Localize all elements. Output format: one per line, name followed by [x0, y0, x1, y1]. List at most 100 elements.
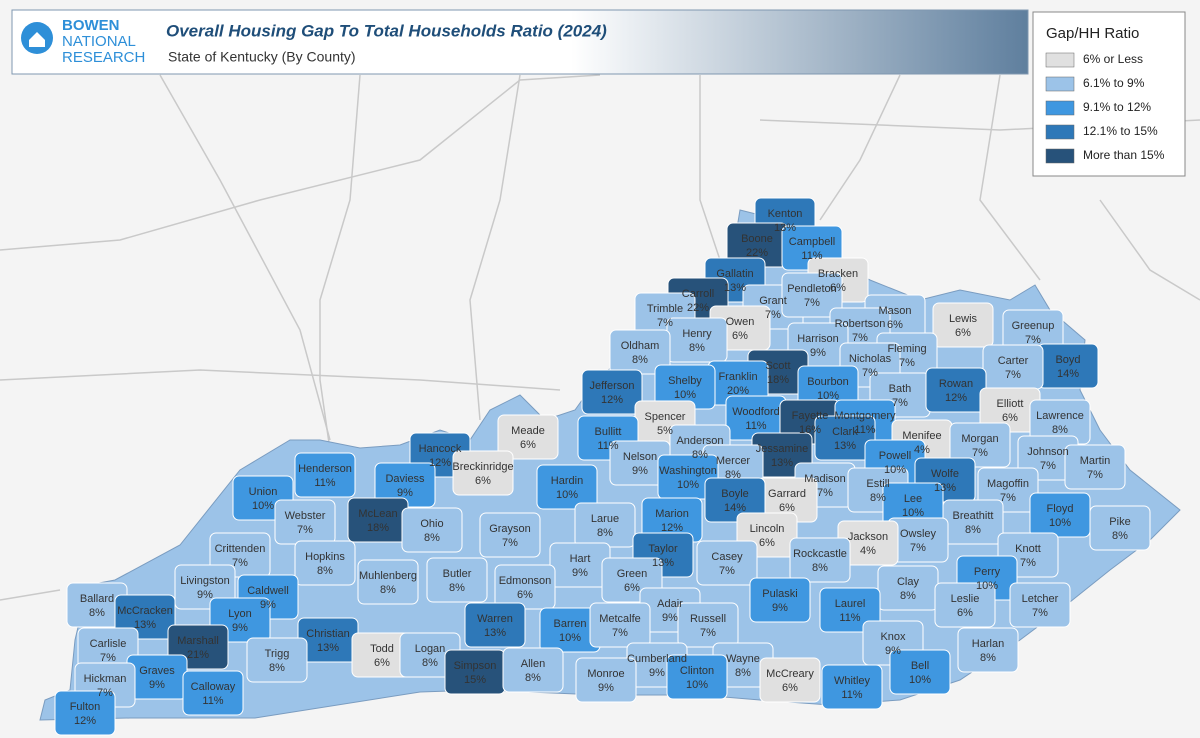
- county-value: 8%: [1052, 424, 1068, 436]
- county-value: 7%: [719, 565, 735, 577]
- county-value: 8%: [870, 492, 886, 504]
- county-value: 16%: [799, 424, 821, 436]
- county: [294, 452, 356, 498]
- county-name: McCracken: [117, 605, 173, 617]
- county-value: 6%: [957, 607, 973, 619]
- county: [1064, 444, 1126, 490]
- legend-box: [1032, 11, 1186, 177]
- county-value: 8%: [725, 469, 741, 481]
- county-value: 13%: [774, 222, 796, 234]
- county-value: 13%: [724, 282, 746, 294]
- county-name: Bullitt: [595, 426, 622, 438]
- county-name: Clark: [832, 426, 858, 438]
- county-name: Pulaski: [762, 588, 797, 600]
- county: [1009, 582, 1071, 628]
- counties: [54, 197, 1151, 736]
- county-name: Hart: [570, 553, 591, 565]
- county-value: 12%: [601, 394, 623, 406]
- county-name: Simpson: [454, 660, 497, 672]
- county-name: Lincoln: [750, 523, 785, 535]
- county-value: 10%: [674, 389, 696, 401]
- county: [182, 670, 244, 716]
- county-name: Bath: [889, 383, 912, 395]
- county-name: Hopkins: [305, 551, 345, 563]
- county-value: 6%: [759, 537, 775, 549]
- county: [479, 512, 541, 558]
- county: [126, 654, 188, 700]
- county-name: Pike: [1109, 516, 1130, 528]
- county-name: Anderson: [676, 435, 723, 447]
- county-name: Ballard: [80, 593, 114, 605]
- county-value: 6%: [830, 282, 846, 294]
- legend-swatch: [1045, 76, 1075, 92]
- legend-swatch: [1045, 124, 1075, 140]
- county: [957, 627, 1019, 673]
- county-value: 11%: [202, 695, 223, 707]
- county-value: 8%: [900, 590, 916, 602]
- county-value: 8%: [692, 449, 708, 461]
- county-name: Crittenden: [215, 543, 266, 555]
- county: [949, 422, 1011, 468]
- county-value: 10%: [252, 500, 274, 512]
- county: [759, 657, 821, 703]
- county: [426, 557, 488, 603]
- county: [294, 540, 356, 586]
- county-name: Lawrence: [1036, 410, 1084, 422]
- county-name: Nelson: [623, 451, 657, 463]
- county-value: 8%: [422, 657, 438, 669]
- county: [934, 582, 996, 628]
- legend: Gap/HH Ratio 6% or Less 6.1% to 9% 9.1% to…: [1032, 11, 1186, 177]
- county-labels: Kenton13%Boone22%Campbell11%Gallatin13%B…: [70, 208, 1131, 727]
- county-name: Harrison: [797, 333, 839, 345]
- county-name: Marshall: [177, 635, 219, 647]
- county-value: 9%: [885, 645, 901, 657]
- county-name: Warren: [477, 613, 513, 625]
- county-name: Oldham: [621, 340, 660, 352]
- county: [666, 317, 728, 363]
- county-name: Rockcastle: [793, 548, 847, 560]
- county-name: Clay: [897, 576, 920, 588]
- county-name: Larue: [591, 513, 619, 525]
- county-value: 9%: [572, 567, 588, 579]
- county-name: Greenup: [1012, 320, 1055, 332]
- county-name: Campbell: [789, 236, 835, 248]
- county-name: Marion: [655, 508, 689, 520]
- county-value: 7%: [1005, 369, 1021, 381]
- county: [942, 499, 1004, 545]
- county-value: 7%: [972, 447, 988, 459]
- legend-title: Gap/HH Ratio: [1046, 25, 1139, 42]
- county-name: Daviess: [385, 473, 425, 485]
- county-value: 9%: [397, 487, 413, 499]
- county-value: 11%: [841, 689, 862, 701]
- county: [536, 464, 598, 510]
- county-name: Bracken: [818, 268, 858, 280]
- county-value: 8%: [965, 524, 981, 536]
- county-value: 10%: [559, 632, 581, 644]
- county: [781, 272, 843, 318]
- county-name: Wayne: [726, 653, 760, 665]
- county-name: Muhlenberg: [359, 570, 417, 582]
- county: [589, 602, 651, 648]
- county-name: Montgomery: [834, 410, 896, 422]
- county-value: 7%: [852, 332, 868, 344]
- county-value: 11%: [314, 477, 335, 489]
- county-value: 7%: [1000, 492, 1016, 504]
- county-value: 6%: [782, 682, 798, 694]
- county: [575, 657, 637, 703]
- county-value: 18%: [367, 522, 389, 534]
- county-value: 7%: [612, 627, 628, 639]
- county-value: 8%: [689, 342, 705, 354]
- roads: [0, 74, 1200, 601]
- county-name: Madison: [804, 473, 846, 485]
- county-name: Shelby: [668, 375, 702, 387]
- county-value: 6%: [732, 330, 748, 342]
- county-name: Grayson: [489, 523, 531, 535]
- county-value: 12%: [429, 457, 451, 469]
- county-name: Carroll: [682, 288, 714, 300]
- county-value: 7%: [700, 627, 716, 639]
- county-name: Elliott: [997, 398, 1024, 410]
- county-value: 10%: [884, 464, 906, 476]
- county: [1037, 343, 1099, 389]
- county-name: Fulton: [70, 701, 101, 713]
- county-value: 22%: [687, 302, 709, 314]
